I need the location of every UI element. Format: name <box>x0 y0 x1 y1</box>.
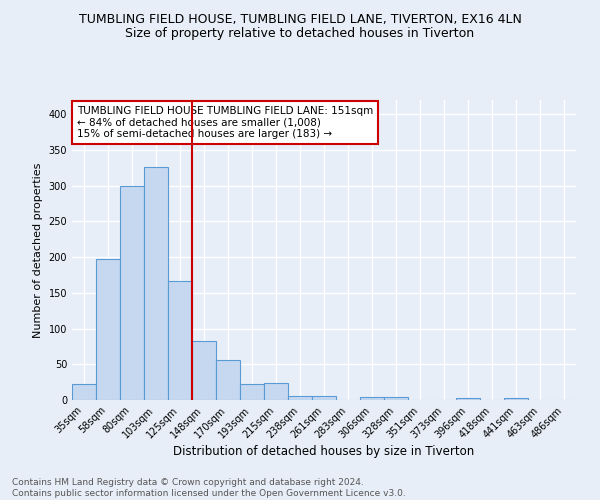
Bar <box>192 342 216 400</box>
Text: Contains HM Land Registry data © Crown copyright and database right 2024.
Contai: Contains HM Land Registry data © Crown c… <box>12 478 406 498</box>
Bar <box>144 167 168 400</box>
Text: Size of property relative to detached houses in Tiverton: Size of property relative to detached ho… <box>125 28 475 40</box>
X-axis label: Distribution of detached houses by size in Tiverton: Distribution of detached houses by size … <box>173 446 475 458</box>
Text: TUMBLING FIELD HOUSE, TUMBLING FIELD LANE, TIVERTON, EX16 4LN: TUMBLING FIELD HOUSE, TUMBLING FIELD LAN… <box>79 12 521 26</box>
Bar <box>72 384 96 400</box>
Bar <box>216 360 240 400</box>
Y-axis label: Number of detached properties: Number of detached properties <box>33 162 43 338</box>
Bar <box>504 398 528 400</box>
Bar <box>360 397 384 400</box>
Bar <box>120 186 144 400</box>
Bar <box>168 280 192 400</box>
Bar <box>264 383 288 400</box>
Text: TUMBLING FIELD HOUSE TUMBLING FIELD LANE: 151sqm
← 84% of detached houses are sm: TUMBLING FIELD HOUSE TUMBLING FIELD LANE… <box>77 106 373 139</box>
Bar <box>240 384 264 400</box>
Bar <box>288 396 312 400</box>
Bar <box>96 260 120 400</box>
Bar <box>312 396 336 400</box>
Bar <box>384 397 408 400</box>
Bar <box>456 398 480 400</box>
